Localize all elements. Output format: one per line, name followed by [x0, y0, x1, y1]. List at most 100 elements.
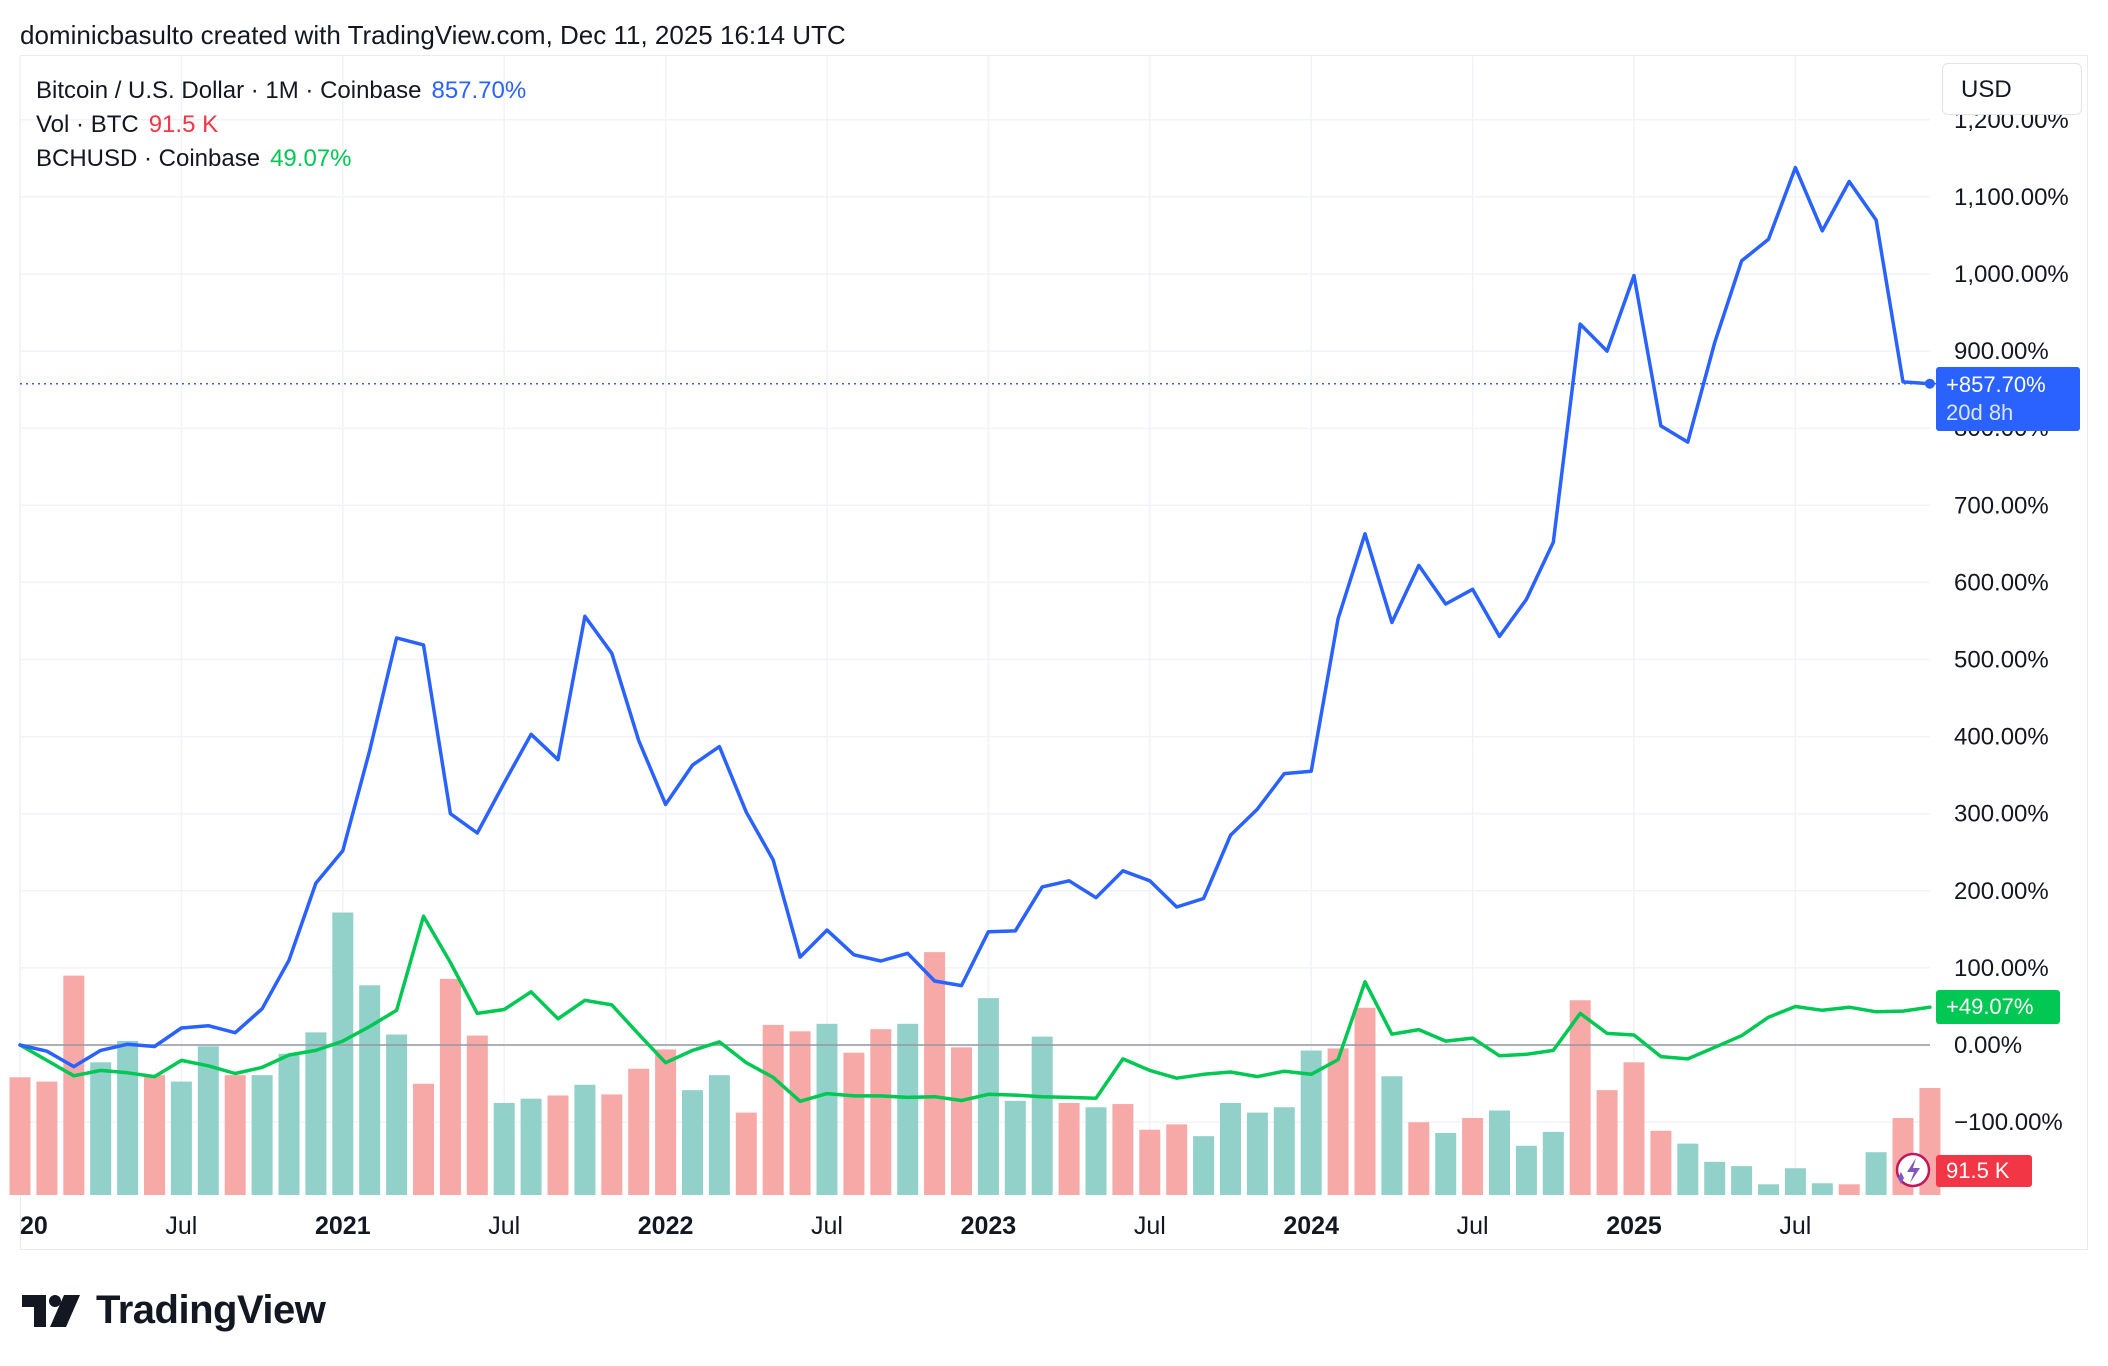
volume-bar [493, 1102, 515, 1195]
y-tick-label: 300.00% [1954, 801, 2049, 828]
volume-bar [843, 1052, 865, 1195]
volume-bar [36, 1081, 58, 1195]
y-tick-label: 700.00% [1954, 492, 2049, 519]
volume-bar [1112, 1104, 1134, 1195]
footer-logo[interactable]: TradingView [22, 1288, 326, 1333]
legend-row-bch[interactable]: BCHUSD · Coinbase 49.07% [36, 142, 526, 176]
x-tick-label: Jul [1134, 1212, 1166, 1240]
legend-row-btc[interactable]: Bitcoin / U.S. Dollar · 1M · Coinbase 857… [36, 74, 526, 108]
volume-bar [1811, 1183, 1833, 1195]
volume-bar [278, 1053, 300, 1195]
volume-bar [197, 1046, 219, 1195]
volume-bar [1515, 1145, 1537, 1195]
btc-price-badge: +857.70% 20d 8h [1936, 367, 2080, 431]
y-tick-label: −100.00% [1954, 1109, 2063, 1136]
volume-bar [1623, 1062, 1645, 1195]
volume-bar [1166, 1124, 1188, 1195]
volume-bar [1193, 1136, 1215, 1195]
legend-value-bch: 49.07% [270, 145, 352, 172]
x-tick-label: Jul [165, 1212, 197, 1240]
currency-button[interactable]: USD [1942, 63, 2082, 115]
volume-bar [735, 1112, 757, 1195]
y-tick-label: 400.00% [1954, 724, 2049, 751]
volume-bar [1327, 1048, 1349, 1195]
volume-bar [332, 912, 354, 1195]
volume-bar [1542, 1131, 1564, 1195]
volume-bar [601, 1094, 623, 1195]
volume-bar [359, 985, 381, 1195]
volume-bar [1058, 1102, 1080, 1195]
volume-bar [170, 1081, 192, 1195]
x-tick-label: 2021 [315, 1212, 371, 1240]
volume-bar [1838, 1184, 1860, 1195]
y-axis[interactable]: −100.00% 0.00% 100.00% 200.00% 300.00% 400.00… [1954, 107, 2069, 1136]
volume-bar [1139, 1129, 1161, 1195]
series-line-btc [18, 165, 1932, 1069]
volume-bar [386, 1034, 408, 1195]
volume-bar [708, 1075, 730, 1195]
legend-label-bch: BCHUSD · Coinbase [36, 145, 261, 172]
x-axis[interactable]: 20 Jul 2021 Jul 2022 Jul 2023 Jul 2024 Jul 2025 Jul [20, 1212, 1811, 1240]
volume-bar [117, 1040, 139, 1195]
volume-bar [1354, 1007, 1376, 1195]
volume-bar [1300, 1050, 1322, 1195]
volume-bar [789, 1031, 811, 1195]
volume-bar [251, 1075, 273, 1195]
chart-legend: Bitcoin / U.S. Dollar · 1M · Coinbase 857… [36, 74, 526, 176]
bch-price-badge: +49.07% [1936, 990, 2060, 1024]
volume-bar [547, 1095, 569, 1195]
btc-price-badge-countdown: 20d 8h [1946, 400, 2014, 425]
volume-bar [897, 1023, 919, 1195]
volume-bar [655, 1049, 677, 1195]
volume-bar [924, 952, 946, 1195]
volume-bar [1246, 1112, 1268, 1195]
volume-bar [1758, 1184, 1779, 1195]
x-tick-label: Jul [1779, 1212, 1811, 1240]
volume-badge: 91.5 K [1936, 1155, 2032, 1187]
volume-bar [1462, 1117, 1484, 1195]
y-tick-label: 1,100.00% [1954, 184, 2069, 211]
volume-bar [1435, 1132, 1457, 1195]
volume-bar [439, 978, 461, 1195]
legend-row-vol[interactable]: Vol · BTC 91.5 K [36, 108, 526, 142]
volume-bar [977, 998, 999, 1195]
volume-bar [1381, 1076, 1403, 1195]
x-tick-label: 2024 [1283, 1212, 1339, 1240]
volume-bar [144, 1075, 165, 1195]
btc-price-badge-value: +857.70% [1946, 372, 2046, 397]
volume-bar [305, 1032, 327, 1195]
volume-bar [816, 1023, 838, 1195]
volume-bar [1489, 1110, 1510, 1195]
legend-label-vol: Vol · BTC [36, 111, 139, 138]
volume-bar [1677, 1143, 1699, 1195]
series-lines [18, 165, 1935, 1104]
y-tick-label: 1,000.00% [1954, 261, 2069, 288]
y-tick-label: 600.00% [1954, 569, 2049, 596]
y-tick-label: 0.00% [1954, 1032, 2022, 1059]
x-tick-label: Jul [1457, 1212, 1489, 1240]
volume-sparkle-icon[interactable] [1895, 1152, 1931, 1188]
volume-bar [1731, 1166, 1753, 1195]
volume-bar [413, 1083, 434, 1195]
legend-label-btc: Bitcoin / U.S. Dollar · 1M · Coinbase [36, 77, 422, 104]
volume-bars [9, 912, 1941, 1195]
x-tick-label: 2022 [638, 1212, 694, 1240]
volume-bar [1031, 1036, 1053, 1195]
volume-bar [1596, 1090, 1618, 1195]
volume-bar [628, 1068, 650, 1195]
volume-bar [1704, 1161, 1726, 1195]
grid-lines [19, 56, 1930, 1195]
tradingview-logo-icon [22, 1294, 80, 1327]
volume-bar [520, 1098, 542, 1195]
x-tick-label: 2023 [961, 1212, 1017, 1240]
volume-bar [63, 975, 85, 1195]
volume-bar [9, 1077, 31, 1195]
volume-bar [1085, 1107, 1107, 1195]
volume-bar [1220, 1102, 1241, 1195]
y-tick-label: 100.00% [1954, 955, 2049, 982]
chart-credit: dominicbasulto created with TradingView.… [20, 20, 846, 50]
volume-bar [1273, 1107, 1295, 1195]
legend-value-vol: 91.5 K [148, 111, 219, 138]
